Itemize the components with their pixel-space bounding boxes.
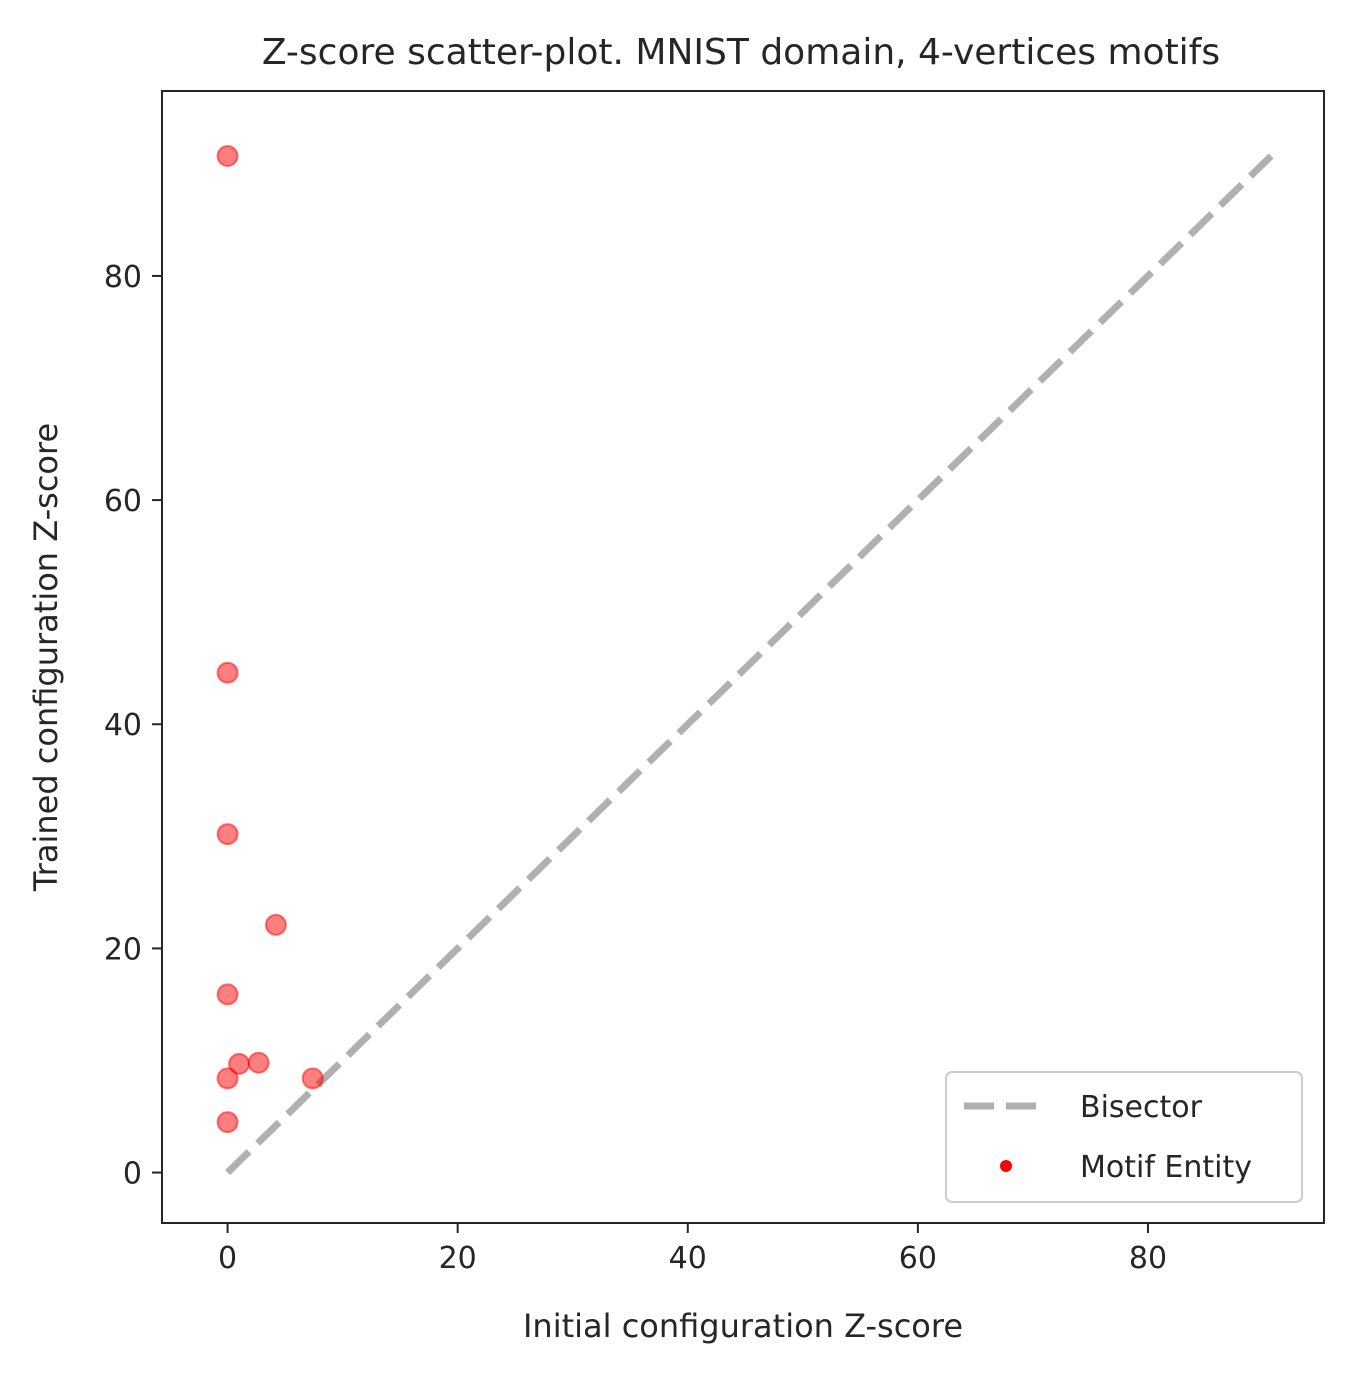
bisector-layer xyxy=(225,153,1274,1176)
x-tick-label: 0 xyxy=(218,1241,237,1276)
x-axis-ticks: 0 20 40 60 80 xyxy=(218,1223,1167,1276)
bisector-line xyxy=(225,153,1274,1176)
y-tick-label: 40 xyxy=(104,708,142,743)
y-tick-label: 80 xyxy=(104,260,142,295)
y-tick-label: 20 xyxy=(104,932,142,967)
plot-frame xyxy=(161,90,1325,1224)
legend-motif-swatch xyxy=(1000,1160,1012,1172)
motif-entity-point xyxy=(264,913,287,936)
x-tick-label: 80 xyxy=(1129,1241,1167,1276)
motif-entity-point xyxy=(216,983,239,1006)
motif-entity-point xyxy=(216,1111,239,1134)
x-axis-label: Initial configuration Z-score xyxy=(523,1307,963,1345)
legend-label-motif-entity: Motif Entity xyxy=(1080,1150,1252,1185)
points-layer xyxy=(216,145,324,1134)
x-tick-label: 60 xyxy=(899,1241,937,1276)
chart-title: Z-score scatter-plot. MNIST domain, 4-ve… xyxy=(262,32,1220,73)
motif-entity-point xyxy=(301,1067,324,1090)
y-tick-label: 0 xyxy=(123,1157,142,1192)
motif-entity-point xyxy=(216,1067,239,1090)
x-tick-label: 40 xyxy=(669,1241,707,1276)
y-axis-label: Trained configuration Z-score xyxy=(27,423,65,892)
legend-label-bisector: Bisector xyxy=(1080,1090,1203,1125)
x-tick-label: 20 xyxy=(439,1241,477,1276)
motif-entity-point xyxy=(247,1051,270,1074)
y-tick-label: 60 xyxy=(104,484,142,519)
legend: Bisector Motif Entity xyxy=(945,1071,1303,1203)
motif-entity-point xyxy=(216,145,239,168)
motif-entity-point xyxy=(216,661,239,684)
motif-entity-point xyxy=(216,823,239,846)
y-axis-ticks: 0 20 40 60 80 xyxy=(104,260,162,1192)
